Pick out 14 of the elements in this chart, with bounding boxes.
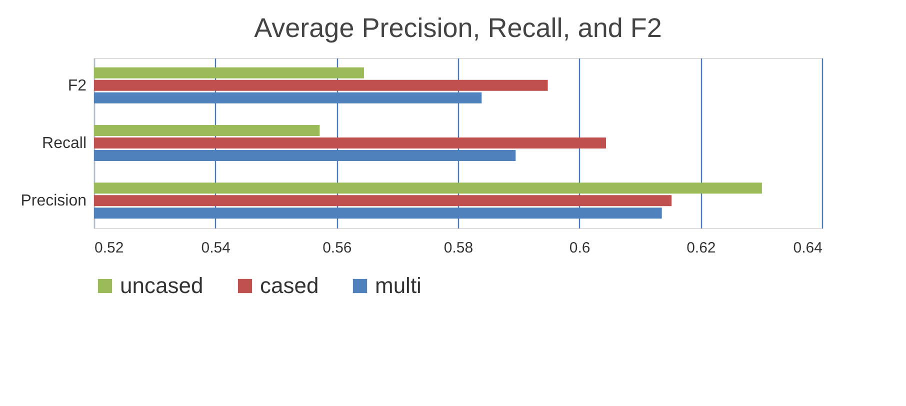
x-tick-label: 0.54 (201, 240, 230, 256)
legend-label: multi (375, 273, 422, 298)
x-tick-label: 0.56 (322, 240, 352, 256)
x-tick-label: 0.52 (94, 240, 124, 256)
x-tick-label: 0.6 (569, 240, 590, 256)
x-tick-label: 0.58 (444, 240, 474, 256)
y-tick-label: Recall (42, 135, 86, 152)
legend-label: uncased (120, 273, 204, 298)
x-tick-label: 0.64 (793, 240, 822, 256)
legend-label: cased (260, 273, 319, 298)
x-tick-label: 0.62 (686, 240, 716, 256)
chart-title: Average Precision, Recall, and F2 (254, 13, 662, 43)
y-tick-label: Precision (20, 192, 86, 210)
y-tick-label: F2 (68, 77, 87, 94)
